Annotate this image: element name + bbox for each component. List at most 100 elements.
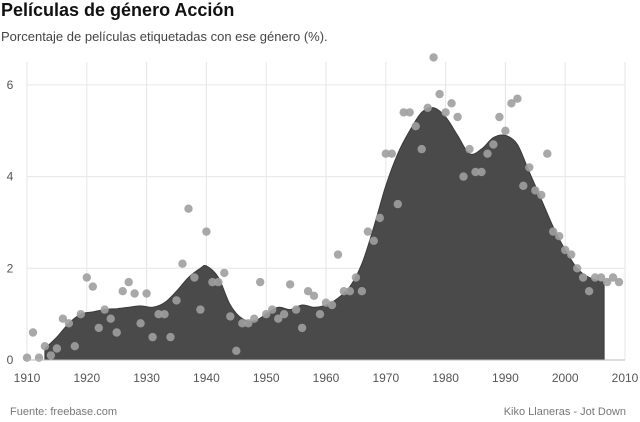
data-point (387, 149, 396, 158)
data-point (501, 126, 510, 135)
credit-label: Kiko Llaneras - Jot Down (503, 406, 626, 418)
data-point (148, 332, 157, 342)
data-point (549, 227, 558, 236)
data-point (381, 149, 390, 158)
data-point (291, 305, 301, 314)
data-point (363, 227, 373, 236)
y-tick-label: 0 (7, 353, 14, 367)
data-point (573, 264, 582, 273)
data-point (590, 273, 600, 282)
data-point (399, 108, 408, 117)
data-point (136, 319, 145, 328)
x-tick-label: 1990 (492, 371, 519, 385)
data-point (46, 351, 56, 360)
data-point (214, 277, 223, 287)
data-point (477, 167, 486, 177)
data-point (70, 342, 80, 351)
data-point (375, 213, 384, 223)
y-tick-label: 2 (7, 261, 14, 275)
data-point (262, 310, 271, 319)
data-point (309, 291, 319, 300)
data-point (94, 323, 104, 333)
data-point (567, 250, 576, 259)
data-point (555, 232, 564, 241)
data-point (52, 344, 62, 353)
data-point (238, 319, 247, 328)
data-point (58, 314, 68, 323)
data-point (154, 310, 163, 319)
data-point (285, 280, 295, 289)
data-point (190, 273, 199, 282)
area-series (44, 107, 605, 361)
data-point (465, 144, 474, 154)
data-point (435, 89, 444, 99)
data-point (393, 199, 402, 209)
x-axis: 1910 1920 1930 1940 1950 1960 1970 1980 1990 2000… (14, 359, 639, 385)
data-point (28, 328, 38, 337)
x-tick-label: 1980 (432, 371, 459, 385)
data-point (405, 108, 414, 117)
x-tick-label: 2010 (612, 371, 639, 385)
data-point (40, 342, 50, 351)
data-point (124, 277, 133, 287)
data-point (196, 305, 205, 314)
data-point (327, 300, 337, 310)
data-point (279, 310, 289, 319)
data-point (441, 108, 450, 117)
data-point (345, 287, 355, 296)
data-point (34, 353, 44, 362)
data-point (244, 319, 253, 328)
chart-title: Películas de género Acción (1, 0, 235, 20)
data-point (602, 277, 612, 287)
data-point (495, 112, 504, 122)
data-point (268, 305, 277, 314)
data-point (489, 140, 498, 149)
data-point (447, 99, 456, 108)
data-point (274, 314, 283, 323)
data-point (106, 314, 115, 323)
data-point (429, 53, 438, 62)
data-point (256, 277, 265, 287)
data-point (226, 312, 235, 321)
data-point (351, 273, 361, 282)
area-path (44, 107, 605, 361)
data-point (184, 204, 193, 213)
data-point (513, 94, 522, 103)
x-tick-label: 1940 (193, 371, 220, 385)
x-tick-label: 1920 (73, 371, 100, 385)
data-point (537, 190, 546, 200)
data-point (172, 296, 181, 305)
data-point (584, 287, 594, 296)
x-tick-label: 1930 (133, 371, 160, 385)
data-point (220, 268, 229, 278)
data-point (100, 305, 109, 314)
data-point (339, 287, 349, 296)
data-point (142, 289, 151, 298)
data-point (208, 277, 217, 287)
data-point (411, 122, 420, 131)
data-point (160, 310, 169, 319)
data-point (423, 103, 432, 113)
y-tick-label: 4 (7, 170, 14, 184)
data-point (369, 236, 378, 245)
y-tick-label: 6 (7, 78, 14, 92)
data-point (88, 282, 98, 291)
x-tick-label: 1950 (253, 371, 280, 385)
data-point (483, 149, 492, 158)
data-point (459, 172, 468, 181)
data-point (250, 314, 259, 323)
x-tick-label: 1910 (14, 371, 41, 385)
data-point (519, 181, 528, 190)
data-point (507, 99, 516, 108)
data-point (118, 287, 127, 296)
data-point (76, 310, 86, 319)
chart-subtitle: Porcentaje de películas etiquetadas con … (1, 29, 328, 44)
x-tick-label: 2000 (552, 371, 579, 385)
x-tick-label: 1960 (313, 371, 340, 385)
data-point (608, 273, 618, 282)
data-point (315, 310, 325, 319)
data-point (596, 273, 606, 282)
x-tick-label: 1970 (372, 371, 399, 385)
data-point (543, 149, 552, 158)
